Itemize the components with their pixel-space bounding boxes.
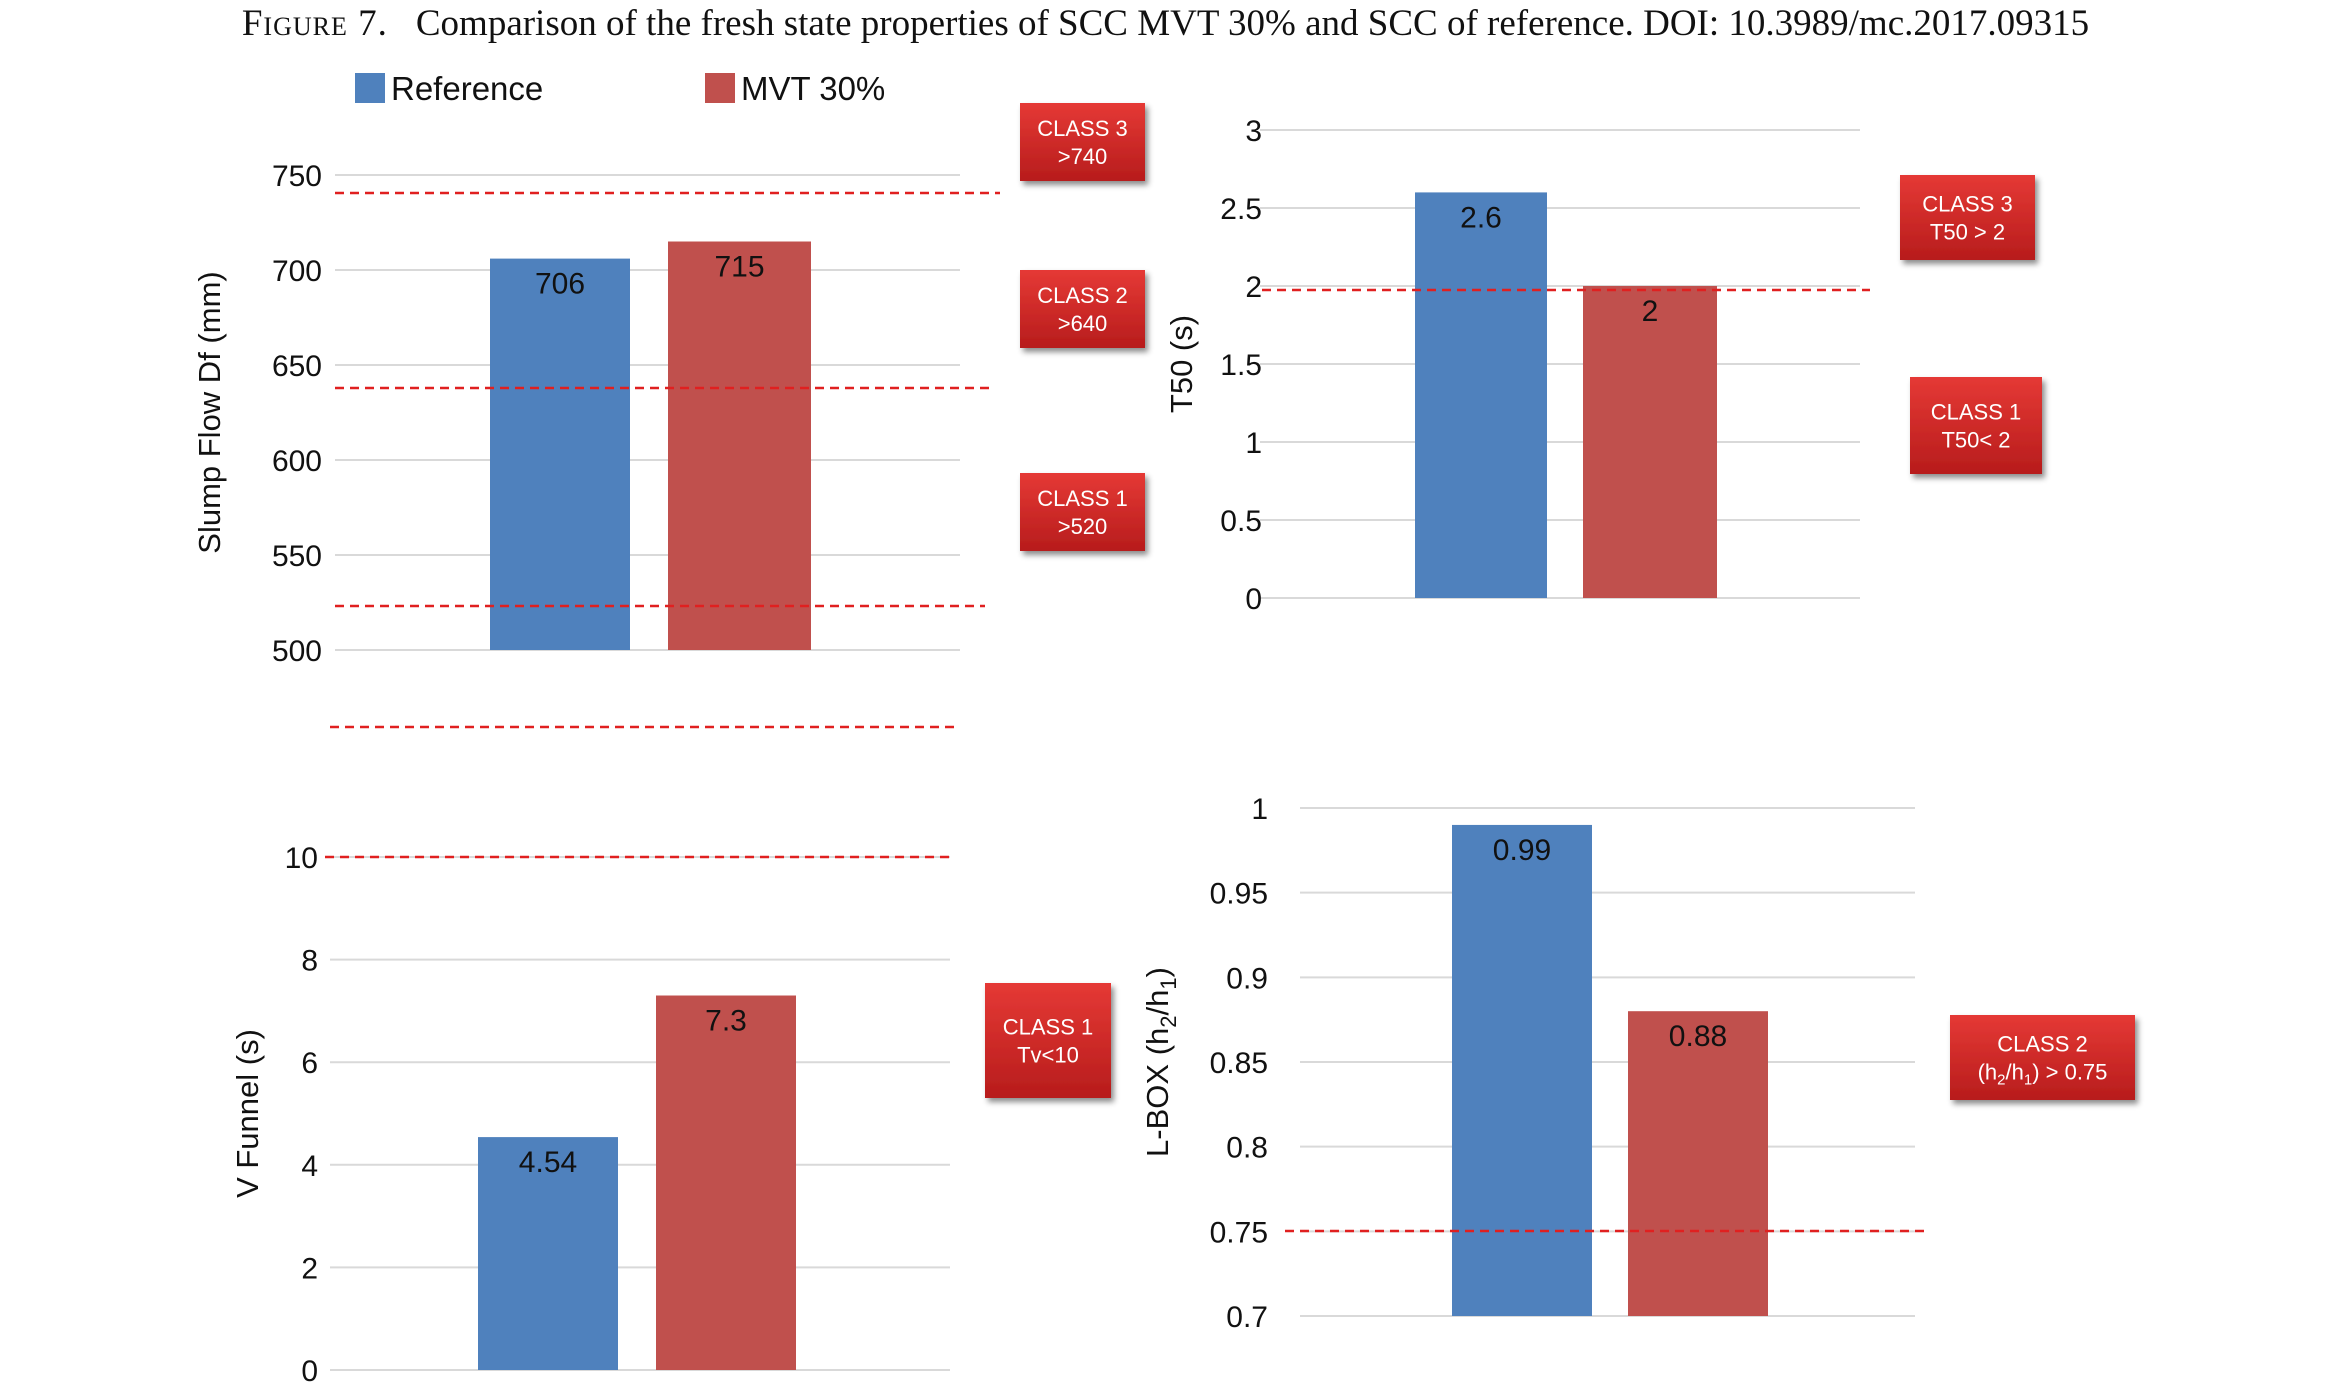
class-box-background [1020, 270, 1145, 348]
y-tick-label: 0.5 [1220, 505, 1262, 538]
y-tick-label: 500 [272, 635, 322, 668]
class-box: CLASS 1 >520 [1020, 473, 1145, 551]
class-box-subscript: 1 [2024, 1072, 2032, 1089]
y-tick-label: 0.9 [1226, 962, 1268, 995]
class-box-title: CLASS 1 [1003, 1015, 1094, 1040]
y-axis-label-subscript: 1 [1156, 977, 1181, 989]
class-box-title: CLASS 3 [1037, 116, 1128, 141]
bar-value-label: 706 [535, 268, 585, 301]
y-tick-label: 6 [301, 1047, 318, 1080]
class-box-criterion-part: ) > 0.75 [2032, 1060, 2107, 1085]
y-tick-label: 0.8 [1226, 1132, 1268, 1165]
y-tick-label: 2.5 [1220, 193, 1262, 226]
y-axis-label: V Funnel (s) [230, 1029, 265, 1198]
y-tick-label: 0 [301, 1355, 318, 1385]
class-box-criterion-part: (h [1978, 1060, 1998, 1085]
y-tick-label: 1.5 [1220, 349, 1262, 382]
class-box: CLASS 1 Tv<10 [985, 983, 1111, 1098]
y-axis-label-part: /h [1140, 990, 1175, 1016]
y-axis-label: L-BOX (h2/h1) [1140, 967, 1181, 1157]
y-axis-label: T50 (s) [1164, 315, 1199, 413]
y-tick-label: 4 [301, 1150, 318, 1183]
bar-value-label: 2 [1642, 295, 1659, 328]
figure-caption: Figure 7. Comparison of the fresh state p… [0, 2, 2331, 45]
class-box-title: CLASS 2 [1037, 283, 1128, 308]
bar-reference [1415, 192, 1547, 598]
bar-value-label: 715 [714, 251, 764, 284]
class-box-title: CLASS 3 [1922, 192, 2013, 217]
bar-value-label: 4.54 [519, 1146, 577, 1179]
y-tick-label: 0.85 [1210, 1047, 1268, 1080]
bar-reference [490, 258, 630, 650]
y-tick-label: 600 [272, 445, 322, 478]
y-axis-label-subscript: 2 [1156, 1015, 1181, 1027]
class-box-background [1910, 377, 2042, 474]
class-box: CLASS 2 (h2/h1) > 0.75 [1950, 1015, 2135, 1100]
class-box-criterion: T50< 2 [1941, 428, 2010, 453]
y-axis-label: Slump Flow Df (mm) [192, 271, 227, 553]
class-box-background [1900, 175, 2035, 260]
y-tick-label: 0.7 [1226, 1301, 1268, 1334]
bar-mvt [668, 241, 811, 650]
class-box: CLASS 3 >740 [1020, 103, 1145, 181]
y-axis-label-part: ) [1140, 967, 1175, 977]
bar-reference [478, 1137, 618, 1370]
class-box: CLASS 2 >640 [1020, 270, 1145, 348]
bar-mvt [656, 995, 796, 1370]
y-tick-label: 550 [272, 540, 322, 573]
class-box-background [1020, 473, 1145, 551]
y-tick-label: 0 [1245, 583, 1262, 616]
legend-item-reference: Reference [355, 70, 543, 108]
bar-value-label: 0.88 [1669, 1020, 1727, 1053]
class-box-title: CLASS 1 [1931, 400, 2022, 425]
bar-value-label: 0.99 [1493, 834, 1551, 867]
y-tick-label: 650 [272, 350, 322, 383]
legend-swatch-mvt [705, 73, 735, 103]
bar-mvt [1583, 286, 1717, 598]
class-box-criterion: Tv<10 [1017, 1043, 1079, 1068]
y-tick-label: 700 [272, 255, 322, 288]
class-box-criterion: >740 [1058, 144, 1108, 169]
class-box-criterion: >640 [1058, 311, 1108, 336]
y-tick-label: 2 [1245, 271, 1262, 304]
y-tick-label: 2 [301, 1252, 318, 1285]
chart-3: 0 2 4 6 8 10 V Funnel (s) 4.54 7.3 CLASS 1 Tv<10 [230, 842, 1111, 1385]
y-tick-label: 1 [1245, 427, 1262, 460]
class-box-background [1950, 1015, 2135, 1100]
bar-mvt [1628, 1011, 1768, 1316]
class-box-criterion: T50 > 2 [1930, 220, 2005, 245]
figure-caption-text: Comparison of the fresh state properties… [415, 3, 2090, 44]
y-tick-label: 3 [1245, 115, 1262, 148]
bar-value-label: 7.3 [705, 1005, 747, 1038]
class-box-criterion-part: /h [2005, 1060, 2023, 1085]
y-tick-label: 1 [1251, 793, 1268, 826]
y-tick-label: 10 [285, 842, 318, 875]
class-box: CLASS 3 T50 > 2 [1900, 175, 2035, 260]
class-box-background [1020, 103, 1145, 181]
bar-reference [1452, 824, 1592, 1316]
figure-label: Figure 7. [241, 3, 388, 44]
chart-1: 500 550 600 650 700 750 Slump Flow Df (mm) 706 7… [192, 103, 1145, 729]
legend-label-mvt: MVT 30% [741, 70, 886, 107]
class-box-title: CLASS 2 [1997, 1032, 2088, 1057]
class-box-criterion: (h2/h1) > 0.75 [1978, 1060, 2108, 1089]
y-tick-label: 0.95 [1210, 878, 1268, 911]
bar-value-label: 2.6 [1460, 201, 1502, 234]
y-tick-label: 8 [301, 945, 318, 978]
class-box-criterion: >520 [1058, 514, 1108, 539]
y-axis-label-part: L-BOX (h [1140, 1028, 1175, 1157]
legend-label-reference: Reference [391, 70, 544, 107]
class-box: CLASS 1 T50< 2 [1910, 377, 2042, 474]
class-box-subscript: 2 [1997, 1072, 2005, 1089]
class-box-background [985, 983, 1111, 1098]
y-tick-label: 0.75 [1210, 1216, 1268, 1249]
legend-item-mvt: MVT 30% [705, 70, 885, 108]
legend-swatch-reference [355, 73, 385, 103]
class-box-title: CLASS 1 [1037, 486, 1128, 511]
y-tick-label: 750 [272, 160, 322, 193]
